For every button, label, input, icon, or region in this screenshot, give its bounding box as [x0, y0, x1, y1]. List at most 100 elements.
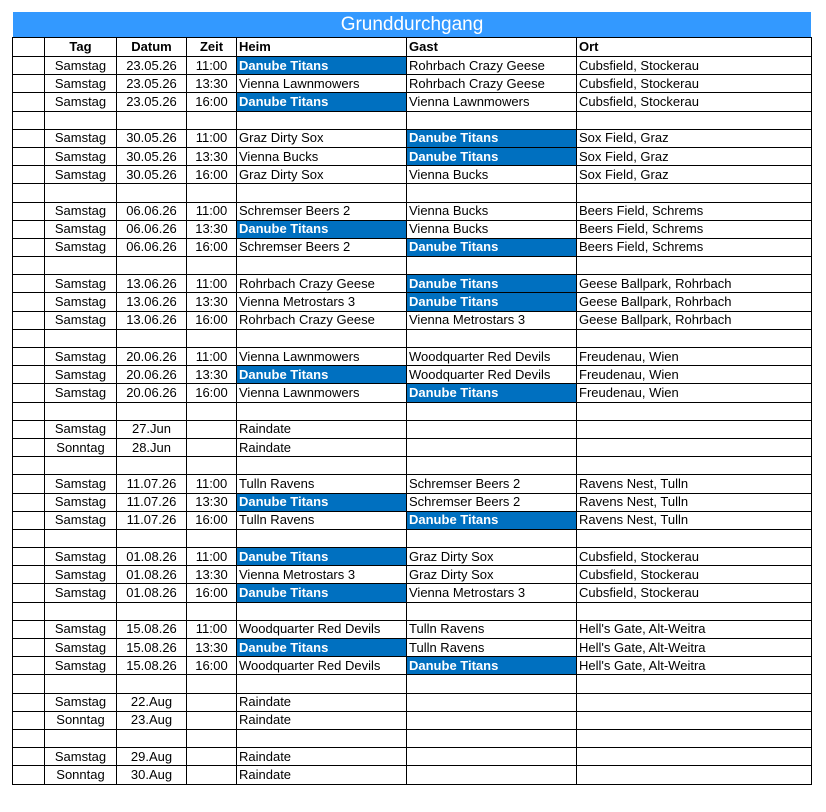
cell-gast: Woodquarter Red Devils [406, 346, 577, 367]
table-row: Samstag 29.Aug Raindate [12, 747, 812, 767]
cell-ort: Ravens Nest, Tulln [576, 510, 812, 530]
spacer-row [12, 728, 812, 749]
cell-datum: 06.06.26 [116, 201, 187, 221]
cell-ort: Sox Field, Graz [576, 146, 812, 167]
blank-cell [12, 437, 45, 458]
cell-tag: Samstag [44, 637, 117, 658]
spacer-row [12, 328, 812, 349]
table-row: Samstag 22.Aug Raindate [12, 692, 812, 712]
table-row: Samstag 13.06.26 11:00 Rohrbach Crazy Geese… [12, 274, 812, 294]
cell-heim: Woodquarter Red Devils [236, 619, 407, 640]
header-ort: Ort [576, 37, 812, 57]
cell-datum: 11.07.26 [116, 492, 187, 512]
cell-zeit: 11:00 [186, 201, 237, 221]
spacer-row [12, 528, 812, 549]
cell-gast [406, 601, 577, 621]
cell-datum: 01.08.26 [116, 547, 187, 567]
table-row: Sonntag 30.Aug Raindate [12, 765, 812, 785]
cell-datum: 29.Aug [116, 747, 187, 767]
blank-cell [12, 328, 45, 349]
cell-ort: Cubsfield, Stockerau [576, 583, 812, 603]
cell-datum: 30.Aug [116, 765, 187, 785]
cell-tag [44, 456, 117, 476]
cell-datum: 20.06.26 [116, 383, 187, 403]
cell-tag: Samstag [44, 274, 117, 294]
cell-heim [236, 674, 407, 694]
table-row: Samstag 20.06.26 13:30 Danube Titans Woodqua… [12, 365, 812, 385]
cell-datum: 15.08.26 [116, 619, 187, 640]
cell-datum: 22.Aug [116, 692, 187, 712]
cell-ort: Cubsfield, Stockerau [576, 565, 812, 585]
blank-cell [12, 528, 45, 549]
cell-gast: Rohrbach Crazy Geese [406, 74, 577, 94]
cell-datum: 15.08.26 [116, 637, 187, 658]
cell-gast: Danube Titans [406, 510, 577, 530]
table-row: Samstag 06.06.26 11:00 Schremser Beers 2 Vie… [12, 201, 812, 221]
blank-cell [12, 274, 45, 294]
cell-zeit: 13:30 [186, 219, 237, 239]
cell-heim: Vienna Lawnmowers [236, 383, 407, 403]
cell-heim [236, 528, 407, 549]
cell-zeit [186, 456, 237, 476]
cell-datum [116, 256, 187, 276]
cell-zeit: 16:00 [186, 383, 237, 403]
blank-cell [12, 747, 45, 767]
cell-gast [406, 183, 577, 203]
cell-tag: Samstag [44, 383, 117, 403]
cell-heim [236, 601, 407, 621]
cell-zeit: 11:00 [186, 474, 237, 494]
table-row: Sonntag 23.Aug Raindate [12, 710, 812, 730]
cell-tag: Samstag [44, 492, 117, 512]
cell-datum [116, 401, 187, 421]
header-datum: Datum [116, 37, 187, 57]
blank-cell [12, 601, 45, 621]
cell-gast [406, 437, 577, 458]
cell-tag: Samstag [44, 165, 117, 185]
cell-heim [236, 728, 407, 749]
cell-datum [116, 601, 187, 621]
cell-gast: Vienna Metrostars 3 [406, 310, 577, 330]
cell-zeit: 13:30 [186, 74, 237, 94]
cell-datum: 27.Jun [116, 419, 187, 439]
blank-cell [12, 146, 45, 167]
cell-heim: Danube Titans [236, 637, 407, 658]
cell-ort [576, 674, 812, 694]
cell-gast [406, 456, 577, 476]
cell-tag: Samstag [44, 547, 117, 567]
table-row: Samstag 30.05.26 16:00 Graz Dirty Sox Vienna… [12, 165, 812, 185]
header-zeit: Zeit [186, 37, 237, 57]
cell-gast: Graz Dirty Sox [406, 547, 577, 567]
cell-ort: Cubsfield, Stockerau [576, 547, 812, 567]
cell-datum: 13.06.26 [116, 310, 187, 330]
cell-ort [576, 765, 812, 785]
cell-ort: Freudenau, Wien [576, 346, 812, 367]
cell-ort: Cubsfield, Stockerau [576, 92, 812, 112]
cell-zeit [186, 328, 237, 349]
cell-ort: Hell's Gate, Alt-Weitra [576, 619, 812, 640]
cell-gast: Vienna Metrostars 3 [406, 583, 577, 603]
cell-datum: 13.06.26 [116, 292, 187, 312]
blank-cell [12, 201, 45, 221]
blank-cell [12, 565, 45, 585]
cell-zeit [186, 601, 237, 621]
cell-zeit [186, 183, 237, 203]
blank-cell [12, 165, 45, 185]
table-row: Samstag 01.08.26 16:00 Danube Titans Vienna … [12, 583, 812, 603]
blank-cell [12, 710, 45, 730]
table-row: Samstag 11.07.26 16:00 Tulln Ravens Danube T… [12, 510, 812, 530]
spacer-row [12, 401, 812, 421]
cell-tag: Samstag [44, 146, 117, 167]
blank-cell [12, 310, 45, 330]
header-heim: Heim [236, 37, 407, 57]
cell-datum [116, 328, 187, 349]
cell-tag: Samstag [44, 365, 117, 385]
cell-ort: Freudenau, Wien [576, 383, 812, 403]
cell-gast: Vienna Bucks [406, 165, 577, 185]
cell-ort [576, 528, 812, 549]
cell-ort: Cubsfield, Stockerau [576, 55, 812, 76]
cell-tag: Samstag [44, 128, 117, 148]
cell-heim: Raindate [236, 747, 407, 767]
cell-zeit: 13:30 [186, 565, 237, 585]
cell-tag: Samstag [44, 419, 117, 439]
cell-datum [116, 728, 187, 749]
